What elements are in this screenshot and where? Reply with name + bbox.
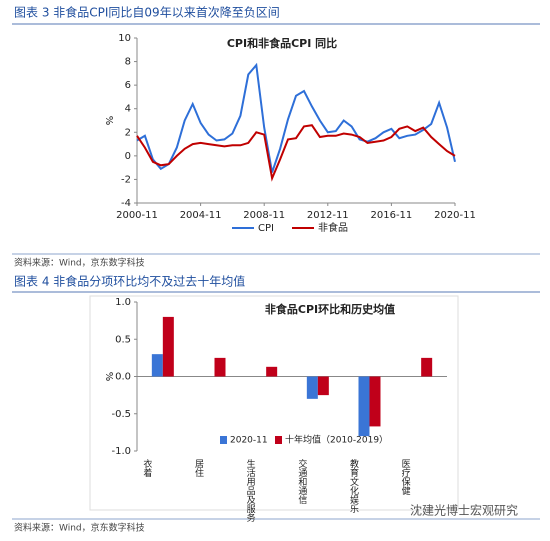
chart-frame <box>89 295 459 511</box>
bar <box>421 357 433 377</box>
x-tick-label: 居住 <box>193 459 204 477</box>
chart-title: 非食品CPI环比和历史均值 <box>265 302 395 316</box>
x-tick-label: 2020-11 <box>434 210 476 221</box>
caption: 图表 3 非食品CPI同比自09年以来首次降至负区间 <box>14 5 280 20</box>
line-series <box>136 62 456 173</box>
bar <box>358 376 370 437</box>
y-tick-label: -2 <box>121 174 131 185</box>
x-tick-label: 生活用品及服务 <box>245 458 256 523</box>
x-tick-label: 2004-11 <box>180 210 222 221</box>
x-tick-label: 2012-11 <box>307 210 349 221</box>
bar <box>151 354 163 377</box>
y-tick-label: -4 <box>121 198 131 209</box>
y-tick-label: -0.5 <box>111 409 131 420</box>
x-tick-label: 医疗保健 <box>400 459 411 496</box>
x-tick-label: 2016-11 <box>371 210 413 221</box>
x-tick-label: 2000-11 <box>116 210 158 221</box>
y-tick-label: 1.0 <box>115 297 131 308</box>
x-tick-label: 衣着 <box>141 458 152 478</box>
bar <box>214 357 226 377</box>
y-axis-label: % <box>103 116 114 126</box>
bar <box>306 376 318 399</box>
legend-label: 2020-11 <box>230 436 268 446</box>
bar <box>162 316 174 377</box>
y-tick-label: 0.5 <box>115 334 131 345</box>
y-tick-label: -1.0 <box>111 446 131 457</box>
y-tick-label: 8 <box>125 57 131 68</box>
y-tick-label: 0.0 <box>115 372 131 383</box>
legend-label: 非食品 <box>318 221 348 234</box>
legend-swatch <box>220 436 227 444</box>
chart-title: CPI和非食品CPI 同比 <box>227 36 337 50</box>
y-tick-label: 4 <box>125 104 131 115</box>
x-tick-label: 2008-11 <box>243 210 285 221</box>
y-tick-label: 10 <box>118 33 131 44</box>
bar <box>369 376 381 427</box>
y-tick-label: 6 <box>125 80 131 91</box>
watermark: 沈建光博士宏观研究 <box>410 503 518 518</box>
legend-label: 十年均值（2010-2019） <box>285 434 388 446</box>
bar <box>266 366 278 377</box>
source: 资料来源：Wind，京东数字科技 <box>14 257 145 269</box>
line-series <box>136 124 456 182</box>
y-axis-label: % <box>103 372 114 382</box>
source: 资料来源：Wind，京东数字科技 <box>14 522 145 534</box>
x-tick-label: 教育文化娱乐 <box>348 458 359 513</box>
legend-label: CPI <box>258 223 274 234</box>
caption: 图表 4 非食品分项环比均不及过去十年均值 <box>14 274 245 289</box>
y-tick-label: 0 <box>125 151 131 162</box>
y-tick-label: 2 <box>125 127 131 138</box>
bar <box>317 376 329 396</box>
legend-swatch <box>275 436 282 444</box>
x-tick-label: 交通和通信 <box>296 458 307 505</box>
